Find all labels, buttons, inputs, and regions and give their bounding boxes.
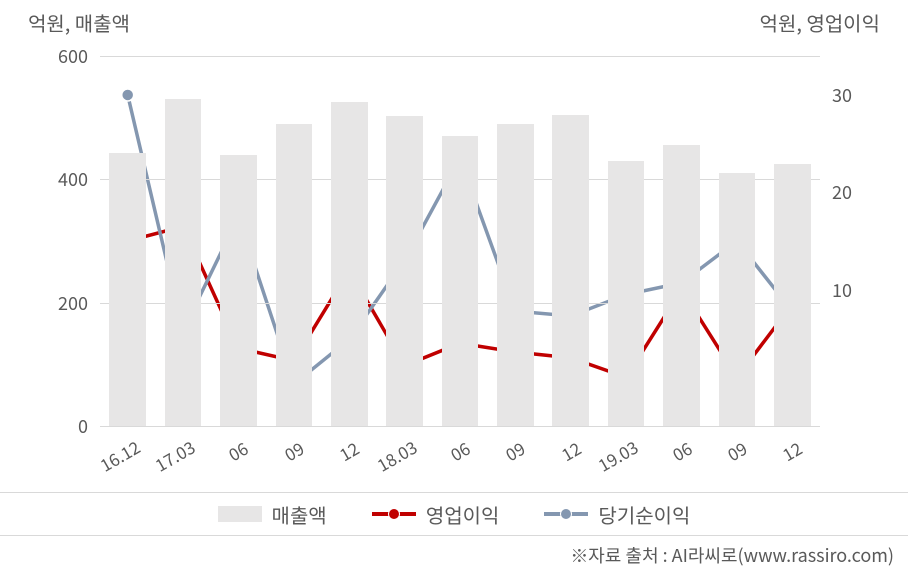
x-tick: 06 <box>224 435 253 466</box>
bar <box>552 115 589 426</box>
legend-swatch-bar <box>218 506 262 522</box>
legend-marker <box>388 508 400 520</box>
x-tick: 19.03 <box>593 434 642 477</box>
bar <box>165 99 202 426</box>
x-tick: 12 <box>556 435 585 466</box>
legend-item-net-income: 당기순이익 <box>544 500 690 529</box>
bar <box>663 145 700 426</box>
y-tick-right: 10 <box>832 277 892 303</box>
x-tick: 06 <box>445 435 474 466</box>
right-axis-label: 억원, 영업이익 <box>760 8 880 37</box>
legend-marker <box>560 508 572 520</box>
x-tick: 12 <box>778 435 807 466</box>
bar <box>719 173 756 426</box>
y-tick-left: 0 <box>28 413 88 439</box>
legend-label: 영업이익 <box>426 500 500 529</box>
bar <box>497 124 534 426</box>
y-tick-left: 200 <box>28 290 88 316</box>
x-tick: 12 <box>335 435 364 466</box>
x-tick: 06 <box>667 435 696 466</box>
gridline <box>100 56 820 57</box>
financial-chart: 억원, 매출액 억원, 영업이익 020040060010203016.1217… <box>0 0 908 580</box>
legend-item-operating-profit: 영업이익 <box>372 500 500 529</box>
series-marker <box>122 89 134 101</box>
plot-area: 020040060010203016.1217.0306091218.03060… <box>100 56 820 426</box>
x-tick: 09 <box>501 435 530 466</box>
legend-swatch-line <box>372 506 416 522</box>
legend-label: 매출액 <box>272 500 327 529</box>
legend: 매출액 영업이익 당기순이익 <box>0 492 908 536</box>
bar <box>276 124 313 426</box>
y-tick-right: 30 <box>832 82 892 108</box>
y-tick-right: 20 <box>832 179 892 205</box>
x-tick: 09 <box>279 435 308 466</box>
bar <box>386 116 423 426</box>
bar <box>608 161 645 426</box>
bar <box>442 136 479 426</box>
source-attribution: ※자료 출처 : AI라씨로(www.rassiro.com) <box>570 542 894 568</box>
bar <box>109 153 146 426</box>
legend-swatch-line <box>544 506 588 522</box>
bar <box>331 102 368 426</box>
x-tick: 17.03 <box>150 434 199 477</box>
x-tick: 09 <box>722 435 751 466</box>
legend-label: 당기순이익 <box>598 500 690 529</box>
legend-item-sales: 매출액 <box>218 500 327 529</box>
y-tick-left: 400 <box>28 166 88 192</box>
left-axis-label: 억원, 매출액 <box>28 8 130 37</box>
x-tick: 18.03 <box>372 434 421 477</box>
y-tick-left: 600 <box>28 43 88 69</box>
bar <box>774 164 811 426</box>
x-tick: 16.12 <box>95 434 144 477</box>
gridline <box>100 426 820 427</box>
bar <box>220 155 257 426</box>
